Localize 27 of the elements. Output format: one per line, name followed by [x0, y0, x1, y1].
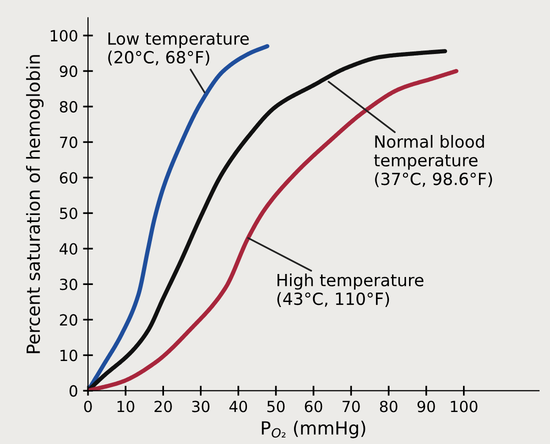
x-tick-label: 0 — [84, 400, 92, 412]
y-tick-label: 90 — [60, 66, 78, 78]
annotation: High temperature (43°C, 110°F) — [277, 274, 424, 308]
x-axis-title: P$_{O₂}$ (mmHg) — [262, 420, 366, 438]
x-tick-label: 70 — [342, 400, 360, 412]
x-tick-label: 80 — [380, 400, 398, 412]
y-tick-label: 30 — [60, 278, 78, 290]
y-tick-label: 0 — [70, 385, 78, 397]
annotation: Low temperature (20°C, 68°F) — [108, 32, 249, 66]
y-axis-title: Percent saturation of hemoglobin — [26, 55, 44, 354]
x-tick-label: 100 — [450, 400, 478, 412]
x-tick-label: 40 — [229, 400, 248, 412]
x-tick-label: 20 — [154, 400, 172, 412]
y-tick-label: 70 — [60, 136, 78, 148]
y-tick-label: 100 — [50, 30, 78, 42]
x-tick-label: 30 — [192, 400, 210, 412]
x-tick-label: 90 — [417, 400, 435, 412]
x-tick-label: 50 — [267, 400, 285, 412]
annotation: Normal blood temperature (37°C, 98.6°F) — [374, 134, 492, 188]
y-tick-label: 20 — [60, 314, 78, 326]
y-tick-label: 60 — [60, 172, 78, 184]
y-tick-label: 80 — [60, 101, 78, 113]
x-tick-label: 60 — [304, 400, 322, 412]
x-tick-label: 10 — [118, 400, 134, 412]
y-tick-label: 10 — [60, 350, 78, 362]
y-tick-label: 40 — [60, 243, 78, 255]
y-tick-label: 50 — [60, 208, 78, 220]
